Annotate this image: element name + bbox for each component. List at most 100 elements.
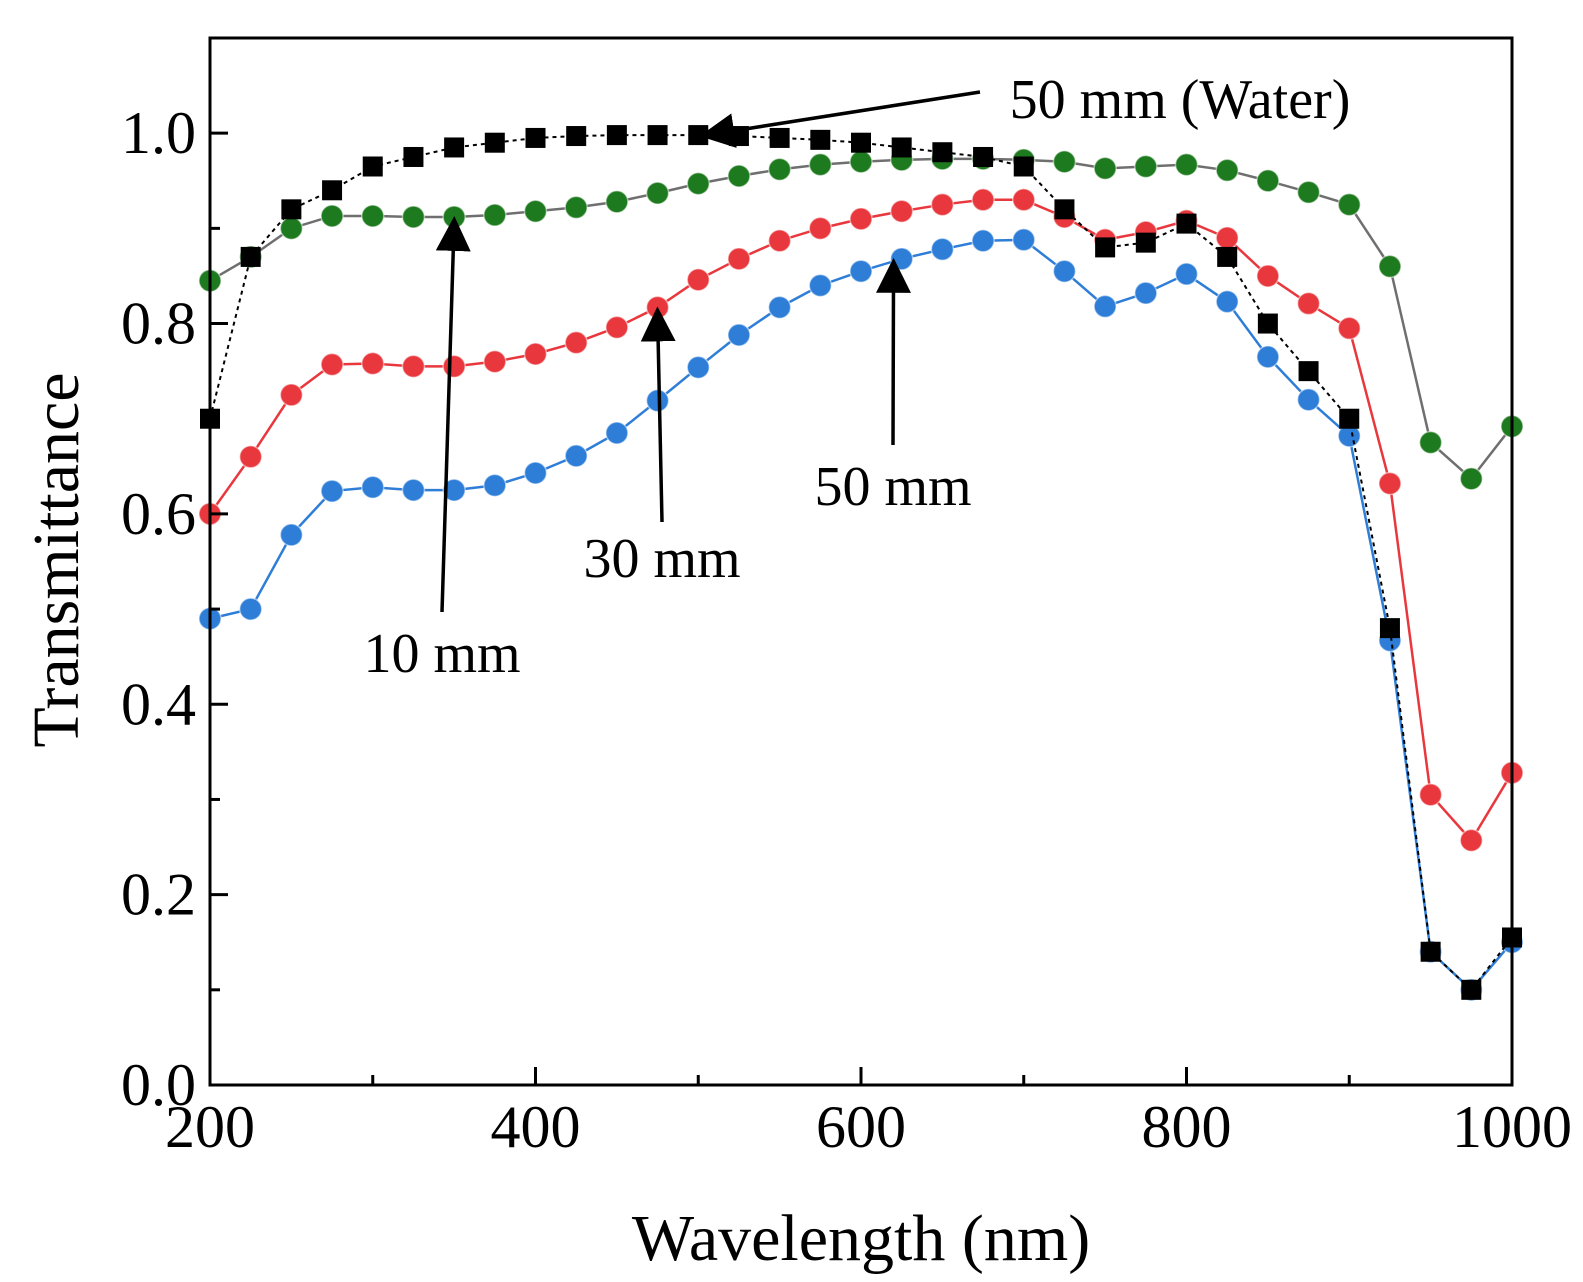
data-point: [727, 323, 751, 347]
y-tick-label: 0.4: [121, 671, 196, 737]
data-point: [686, 355, 710, 380]
data-point: [1298, 361, 1319, 382]
series-10-mm: [198, 147, 1524, 491]
x-tick-label: 1000: [1452, 1094, 1572, 1160]
series-layer: [198, 125, 1524, 1002]
x-tick-label: 800: [1142, 1094, 1232, 1160]
y-tick-label: 0.2: [121, 862, 196, 928]
annotation-arrow: [875, 257, 911, 446]
data-point: [362, 156, 383, 177]
data-point: [1296, 291, 1321, 316]
axis-layer: 200 400 600 800 1000 0.0 0.2 0.4 0.6 0.8 1.0: [121, 100, 1572, 1160]
data-point: [1215, 226, 1239, 250]
data-point: [401, 205, 426, 229]
data-point: [727, 247, 751, 271]
annotation-label: 50 mm (Water): [1010, 69, 1351, 131]
annotation-layer: 50 mm (Water) 10 mm 30 mm 50 mm: [363, 69, 1350, 685]
data-point: [849, 149, 873, 174]
data-point: [320, 204, 344, 228]
data-point: [483, 473, 507, 498]
data-point: [1135, 232, 1156, 253]
data-point: [1012, 188, 1036, 212]
data-point: [767, 157, 792, 182]
data-point: [1378, 471, 1402, 496]
annotation: 30 mm: [583, 306, 741, 590]
data-point: [686, 268, 710, 292]
series-line: [209, 157, 1513, 481]
data-point: [727, 164, 751, 188]
data-point: [930, 237, 955, 262]
data-point: [281, 199, 302, 220]
y-tick-label: 0.0: [121, 1052, 196, 1118]
data-point: [767, 228, 792, 253]
y-tick-label: 1.0: [121, 100, 196, 166]
y-tick-label: 0.8: [121, 291, 196, 357]
annotation: 50 mm: [814, 257, 972, 518]
data-point: [606, 125, 627, 146]
data-point: [1459, 828, 1484, 853]
data-point: [849, 259, 873, 283]
series-line: [209, 238, 1513, 992]
data-point: [444, 137, 465, 158]
data-point: [849, 207, 873, 231]
annotation: 50 mm (Water): [699, 69, 1351, 149]
data-point: [1174, 262, 1199, 286]
data-point: [688, 125, 709, 146]
data-point: [525, 127, 546, 148]
data-point: [1054, 199, 1075, 220]
data-point: [401, 478, 426, 502]
annotation-label: 50 mm: [814, 456, 971, 518]
data-point: [767, 295, 792, 320]
data-point: [1418, 430, 1443, 455]
data-point: [891, 137, 912, 158]
data-point: [1256, 345, 1280, 369]
data-point: [1215, 158, 1239, 183]
data-point: [971, 188, 995, 212]
data-point: [605, 315, 629, 340]
data-point: [1215, 289, 1239, 314]
data-point: [238, 597, 263, 621]
data-point: [1013, 156, 1034, 177]
data-point: [483, 349, 507, 374]
data-point: [645, 181, 670, 205]
data-point: [483, 203, 507, 227]
data-point: [523, 199, 548, 223]
x-tick-label: 200: [165, 1094, 255, 1160]
data-point: [686, 171, 710, 196]
data-point: [320, 479, 344, 503]
data-point: [238, 445, 263, 469]
y-axis-title: Transmittance: [20, 372, 93, 747]
series-50-mm-water: [200, 125, 1522, 1000]
data-point: [1257, 313, 1278, 334]
data-point: [484, 132, 505, 153]
x-axis-title: Wavelength (nm): [632, 1202, 1090, 1275]
data-point: [403, 146, 424, 167]
data-point: [1337, 316, 1361, 341]
data-point: [564, 444, 588, 468]
data-point: [605, 189, 629, 214]
data-point: [932, 142, 953, 163]
data-point: [361, 475, 385, 500]
data-point: [971, 228, 995, 253]
data-point: [1095, 237, 1116, 258]
data-point: [523, 461, 548, 485]
data-point: [1134, 154, 1158, 179]
data-point: [808, 216, 833, 241]
data-point: [1256, 169, 1280, 193]
data-point: [1459, 466, 1484, 491]
data-point: [973, 146, 994, 167]
annotation-arrow: [699, 90, 981, 149]
data-point: [930, 192, 955, 217]
data-point: [851, 132, 871, 153]
data-point: [808, 273, 833, 298]
data-point: [810, 129, 831, 150]
data-point: [279, 383, 304, 407]
data-point: [1461, 979, 1482, 1000]
y-tick-label: 0.6: [121, 481, 196, 547]
data-point: [1296, 387, 1321, 412]
data-point: [1052, 259, 1077, 283]
data-point: [1217, 246, 1238, 267]
annotation-label: 30 mm: [583, 528, 740, 590]
data-point: [647, 125, 668, 146]
data-point: [1420, 941, 1441, 962]
